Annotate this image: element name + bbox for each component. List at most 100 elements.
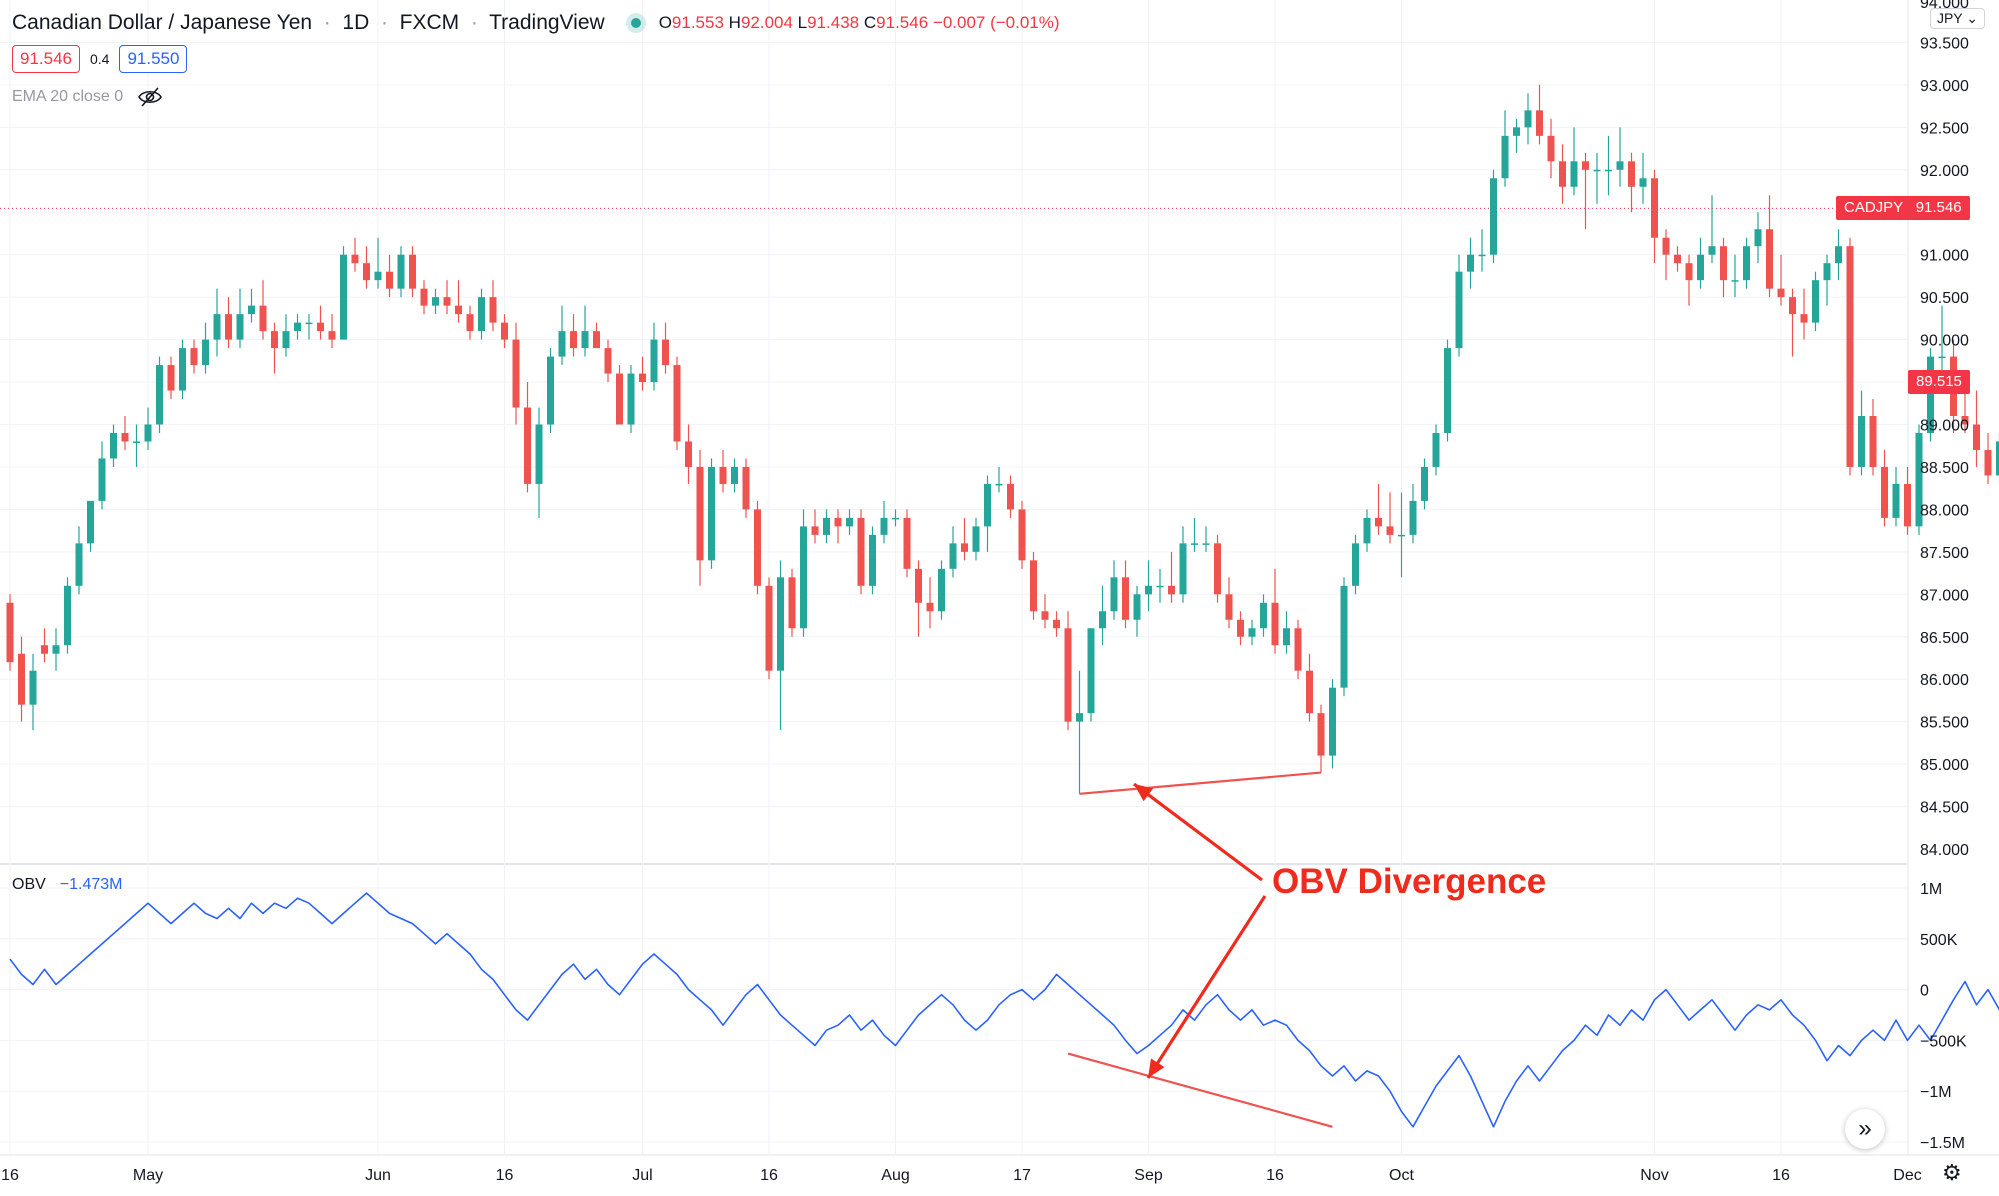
indicator-legend[interactable]: EMA 20 close 0 xyxy=(12,86,163,108)
obv-label[interactable]: OBV xyxy=(12,876,46,893)
symbol-title[interactable]: Canadian Dollar / Japanese Yen · 1D · FX… xyxy=(12,11,605,34)
sell-button[interactable]: 91.546 xyxy=(12,45,80,73)
candle xyxy=(1685,254,1693,306)
candle-body xyxy=(1881,466,1888,518)
candle-body xyxy=(1363,517,1371,544)
candle xyxy=(271,322,278,374)
candle-body xyxy=(1248,628,1256,637)
candle-body xyxy=(1053,619,1060,629)
candle-body xyxy=(271,331,278,349)
price-tick-label: 93.000 xyxy=(1920,78,1969,95)
candle xyxy=(52,628,60,671)
candle-body xyxy=(156,365,163,425)
annotations xyxy=(1067,771,1333,1128)
candle xyxy=(420,280,428,315)
candle-body xyxy=(167,365,175,391)
candle xyxy=(788,568,796,637)
candle xyxy=(535,407,543,518)
candle xyxy=(1961,390,1969,433)
candle xyxy=(1639,152,1647,204)
time-tick-label: Oct xyxy=(1389,1167,1414,1184)
candle xyxy=(190,339,198,374)
candle-body xyxy=(1720,246,1727,281)
candle xyxy=(1409,483,1417,544)
currency-button[interactable]: JPY ⌄ xyxy=(1929,8,1985,29)
grid-lines xyxy=(0,0,1999,1156)
candle-body xyxy=(1087,628,1095,714)
candle-body xyxy=(305,322,313,325)
candle-body xyxy=(133,441,140,443)
candle-body xyxy=(1570,161,1578,187)
gear-icon[interactable]: ⚙ xyxy=(1942,1160,1962,1185)
candle xyxy=(1202,526,1210,552)
arrow-shaft xyxy=(1146,895,1267,1079)
candle xyxy=(1110,560,1118,620)
candle-body xyxy=(1777,288,1785,298)
candle xyxy=(857,509,865,595)
candle xyxy=(1317,704,1325,773)
candle-body xyxy=(1731,280,1739,282)
candle xyxy=(374,237,382,289)
currency-label[interactable]: JPY xyxy=(1936,10,1963,26)
candle xyxy=(1754,212,1762,264)
obv-divergence-arrow xyxy=(1146,895,1267,1079)
candle-body xyxy=(6,602,14,663)
candle xyxy=(639,356,646,391)
interval-label[interactable]: 1D xyxy=(342,11,370,34)
candle-body xyxy=(788,577,796,629)
candle xyxy=(1053,611,1060,637)
candle xyxy=(1582,152,1589,230)
candle-body xyxy=(29,670,37,705)
candle xyxy=(754,500,761,595)
time-axis[interactable]: 16MayJun16Jul16Aug17Sep16OctNov16Dec16 xyxy=(1,1167,1999,1184)
candle-body xyxy=(742,466,750,510)
obv-legend[interactable]: OBV −1.473M xyxy=(12,876,123,894)
obv-tick-label: −1M xyxy=(1920,1084,1952,1101)
symbol-name[interactable]: Canadian Dollar / Japanese Yen xyxy=(12,11,313,34)
candle xyxy=(892,509,899,527)
candle xyxy=(811,509,819,544)
candle-body xyxy=(754,509,761,586)
obv-tick-label: 1M xyxy=(1920,881,1942,898)
candle xyxy=(1708,195,1716,264)
candle xyxy=(1455,254,1463,357)
candle-body xyxy=(1823,263,1831,281)
candle xyxy=(1812,271,1819,332)
time-tick-label: May xyxy=(133,1167,163,1184)
candle xyxy=(512,322,520,425)
candle xyxy=(121,416,129,450)
ema-label[interactable]: EMA 20 close 0 xyxy=(12,88,124,105)
candle-body xyxy=(1202,543,1210,545)
candle xyxy=(1467,237,1474,289)
candle xyxy=(1628,152,1635,213)
candle-body xyxy=(282,331,290,349)
double-chevron-right-icon[interactable]: » xyxy=(1845,1109,1885,1149)
candle xyxy=(1398,492,1405,578)
candle xyxy=(236,288,244,349)
candle-body xyxy=(432,297,439,306)
buy-button[interactable]: 91.550 xyxy=(119,45,188,73)
candle xyxy=(1651,169,1658,264)
candle-body xyxy=(1375,517,1382,527)
candle-body xyxy=(512,339,520,408)
candle xyxy=(903,509,911,578)
arrow-head xyxy=(1134,784,1154,802)
obv-tick-label: −500K xyxy=(1920,1033,1967,1050)
candle-body xyxy=(961,543,968,552)
time-tick-label: 16 xyxy=(1266,1167,1284,1184)
candle xyxy=(1237,611,1244,646)
candle xyxy=(1892,466,1900,527)
candle-body xyxy=(294,322,301,332)
price-tick-label: 86.500 xyxy=(1920,630,1969,647)
eye-crossed-icon[interactable] xyxy=(137,86,163,108)
obv-tick-label: 500K xyxy=(1920,932,1958,949)
candle-body xyxy=(1421,466,1428,501)
candle-body xyxy=(1616,161,1624,170)
candle-body xyxy=(1064,628,1072,722)
candle-body xyxy=(1409,500,1417,535)
trade-buttons: 91.546 0.4 91.550 xyxy=(12,45,188,73)
candle-body xyxy=(811,526,819,535)
price-axis[interactable]: 84.000 84.500 85.000 85.500 86.000 86.500 87.0… xyxy=(1920,0,1969,1152)
candle-body xyxy=(1674,254,1681,264)
